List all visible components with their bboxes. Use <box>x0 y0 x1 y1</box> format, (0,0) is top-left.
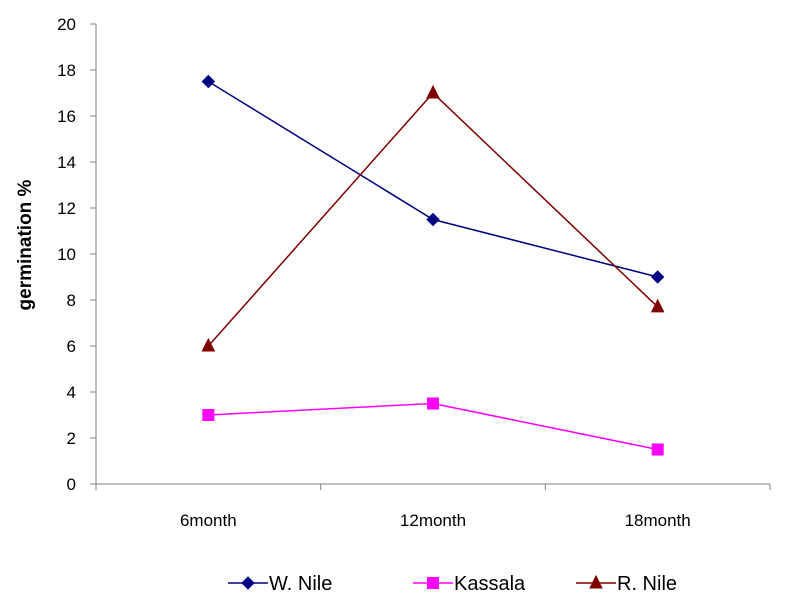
data-point-kassala <box>651 443 664 456</box>
series-line-w-nile <box>207 80 658 278</box>
y-tick-label: 16 <box>57 107 76 126</box>
y-tick-label: 6 <box>67 337 76 356</box>
legend: W. Nile Kassala R. Nile <box>228 573 677 595</box>
y-tick-label: 8 <box>67 291 76 310</box>
data-point-w-nile <box>650 270 665 284</box>
y-tick-label: 18 <box>57 61 76 80</box>
legend-label-w-nile: W. Nile <box>269 573 332 595</box>
series-kassala <box>202 397 664 456</box>
series-layer <box>201 74 665 456</box>
legend-label-kassala: Kassala <box>454 573 526 595</box>
series-line-kassala <box>208 402 658 451</box>
legend-item-r-nile: R. Nile <box>576 573 677 595</box>
y-tick-label: 20 <box>57 15 76 34</box>
x-tick-label: 18month <box>625 511 691 530</box>
series-w-nile <box>201 74 665 284</box>
legend-marker-r-nile <box>589 574 603 589</box>
legend-marker-w-nile <box>241 576 255 590</box>
y-tick-label: 0 <box>67 475 76 494</box>
data-point-w-nile <box>201 74 216 89</box>
y-tick-label: 10 <box>57 245 76 264</box>
data-point-kassala <box>427 397 439 410</box>
data-point-kassala <box>202 409 215 421</box>
y-axis-title: germination % <box>15 179 36 310</box>
legend-marker-kassala <box>427 577 439 589</box>
y-axis-ticks: 0 2 4 6 8 10 12 14 16 18 20 <box>57 15 96 494</box>
data-point-r-nile <box>650 298 665 313</box>
x-tick-label: 12month <box>400 511 466 530</box>
legend-item-kassala: Kassala <box>413 573 526 595</box>
y-tick-label: 2 <box>67 429 76 448</box>
y-tick-label: 4 <box>67 383 76 402</box>
series-r-nile <box>201 84 665 352</box>
data-point-r-nile <box>201 337 216 352</box>
x-axis-ticks: 6month 12month 18month <box>95 484 771 530</box>
data-point-r-nile <box>426 84 440 99</box>
legend-label-r-nile: R. Nile <box>617 573 677 595</box>
data-point-w-nile <box>426 212 440 227</box>
x-tick-label: 6month <box>180 511 237 530</box>
y-tick-label: 12 <box>57 199 76 218</box>
y-tick-label: 14 <box>57 153 76 172</box>
legend-item-w-nile: W. Nile <box>228 573 332 595</box>
